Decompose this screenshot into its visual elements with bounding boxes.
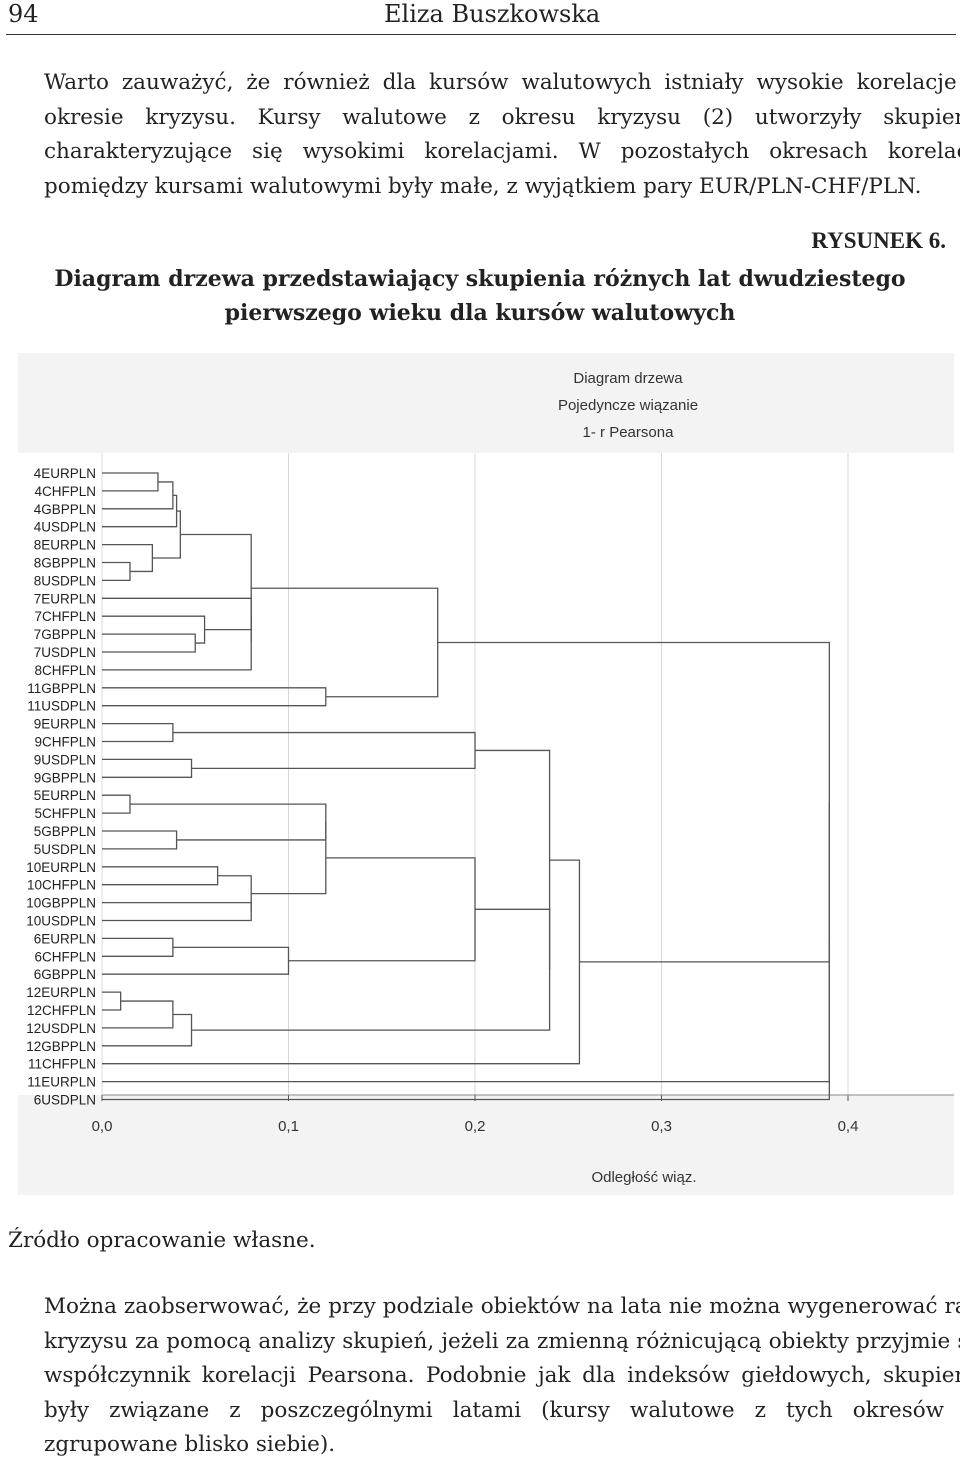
page-header: 94 Eliza Buszkowska [6, 0, 956, 35]
leaf-label: 6GBPPLN [34, 967, 96, 982]
cluster-link [251, 822, 327, 895]
x-axis-label: Odległość wiąz. [591, 1169, 696, 1186]
leaf-label: 6CHFPLN [34, 949, 96, 964]
paragraph-conclusion: Można zaobserwować, że przy podziale obi… [44, 1294, 960, 1457]
leaf-label: 8CHFPLN [34, 663, 96, 678]
leaf-label: 11CHFPLN [28, 1057, 96, 1072]
leaf-label: 7USDPLN [34, 645, 96, 660]
x-tick-label: 0,0 [92, 1118, 113, 1135]
figure-source: Źródło opracowanie własne. [8, 1228, 316, 1253]
leaf-label: 7GBPPLN [34, 627, 96, 642]
leaf-label: 5CHFPLN [34, 806, 96, 821]
leaf-label: 10USDPLN [26, 914, 96, 929]
figure-caption: Diagram drzewa przedstawiający skupienia… [54, 266, 906, 326]
leaf-label: 11GBPPLN [27, 681, 96, 696]
dendrogram-chart: Diagram drzewa Pojedyncze wiązanie 1- r … [18, 353, 954, 1195]
leaf-label: 8USDPLN [34, 573, 96, 588]
leaf-label: 11USDPLN [27, 699, 96, 714]
leaf-label: 10EURPLN [26, 860, 96, 875]
plot-area [18, 453, 954, 1095]
chart-title: Diagram drzewa [573, 370, 683, 387]
x-tick-label: 0,3 [651, 1118, 672, 1135]
dendrogram-svg: Diagram drzewa Pojedyncze wiązanie 1- r … [18, 353, 954, 1195]
leaf-label: 4CHFPLN [34, 484, 96, 499]
cluster-link [180, 533, 252, 642]
cluster-link [102, 941, 830, 1101]
leaf-label: 10GBPPLN [26, 896, 96, 911]
page-number: 94 [8, 0, 39, 28]
x-tick-label: 0,1 [278, 1118, 299, 1135]
leaf-label: 8EURPLN [34, 538, 96, 553]
leaf-label: 6EURPLN [34, 931, 96, 946]
leaf-label: 5GBPPLN [34, 824, 96, 839]
leaf-label: 5EURPLN [34, 788, 96, 803]
leaf-label: 12CHFPLN [27, 1003, 96, 1018]
x-tick-label: 0,2 [465, 1118, 486, 1135]
leaf-label: 4EURPLN [34, 466, 96, 481]
leaf-label: 7CHFPLN [34, 609, 96, 624]
x-tick-label: 0,4 [838, 1118, 859, 1135]
running-head-author: Eliza Buszkowska [384, 0, 601, 28]
chart-subtitle-metric: 1- r Pearsona [583, 424, 675, 441]
cluster-link [217, 875, 252, 912]
cluster-link [475, 749, 551, 970]
leaf-label: 11EURPLN [27, 1075, 96, 1090]
leaf-label: 4USDPLN [34, 520, 96, 535]
leaf-label: 9CHFPLN [34, 735, 96, 750]
cluster-link [191, 908, 551, 1031]
leaf-label: 9GBPPLN [34, 770, 96, 785]
paragraph-intro: Warto zauważyć, że również dla kursów wa… [44, 70, 960, 199]
leaf-label: 9EURPLN [34, 717, 96, 732]
leaf-label: 4GBPPLN [34, 502, 96, 517]
leaf-label: 5USDPLN [34, 842, 96, 857]
leaf-label: 8GBPPLN [34, 556, 96, 571]
leaf-label: 12GBPPLN [26, 1039, 96, 1054]
leaf-label: 12EURPLN [26, 985, 96, 1000]
leaf-label: 10CHFPLN [27, 878, 96, 893]
chart-subtitle-linkage: Pojedyncze wiązanie [558, 397, 698, 414]
figure-label: RYSUNEK 6. [811, 228, 946, 253]
leaf-label: 6USDPLN [34, 1093, 96, 1108]
leaf-label: 12USDPLN [26, 1021, 96, 1036]
leaf-label: 7EURPLN [34, 591, 96, 606]
leaf-label: 9USDPLN [34, 752, 96, 767]
